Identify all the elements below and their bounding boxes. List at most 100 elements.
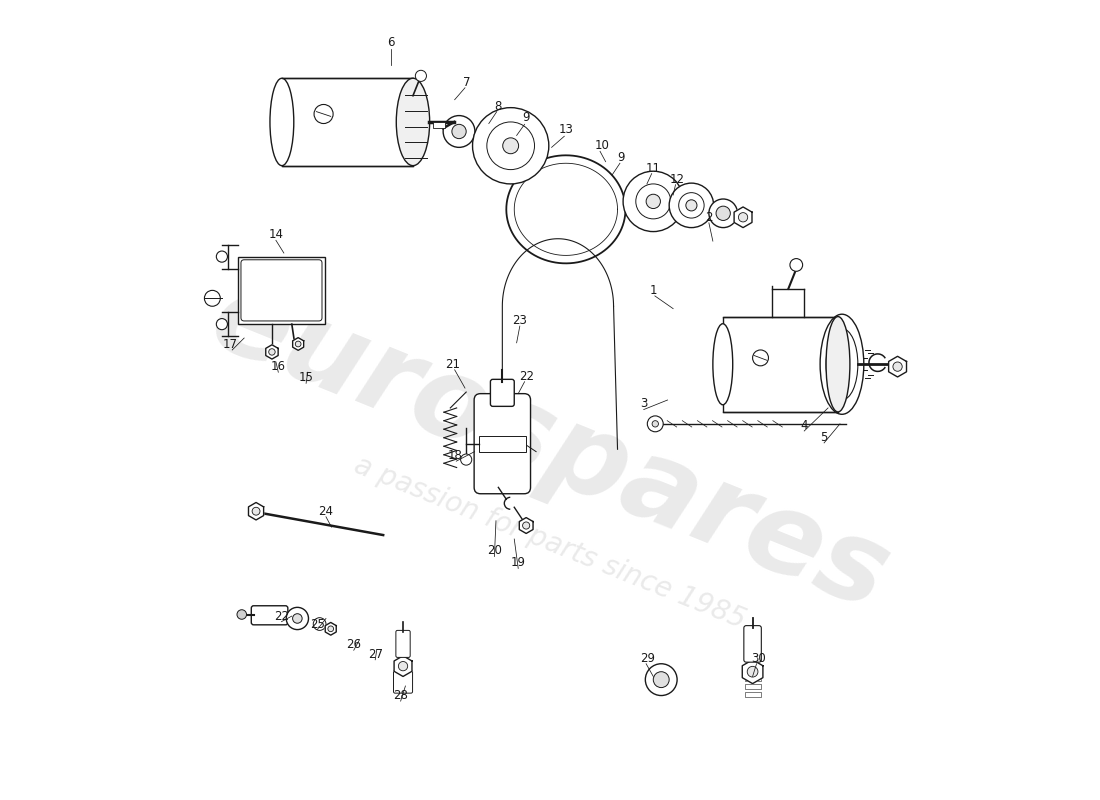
Text: 21: 21 xyxy=(446,358,461,370)
Text: 15: 15 xyxy=(299,371,314,384)
Circle shape xyxy=(328,626,333,632)
Bar xyxy=(432,122,444,128)
Text: 14: 14 xyxy=(268,228,284,242)
Circle shape xyxy=(252,507,260,515)
Text: 17: 17 xyxy=(223,338,238,351)
Text: 9: 9 xyxy=(522,111,530,125)
Text: 22: 22 xyxy=(519,370,534,382)
Circle shape xyxy=(461,454,472,465)
Text: 27: 27 xyxy=(367,648,383,661)
Circle shape xyxy=(236,610,246,619)
Circle shape xyxy=(416,70,427,82)
Text: 30: 30 xyxy=(751,652,766,665)
Ellipse shape xyxy=(826,317,850,412)
Circle shape xyxy=(669,183,714,228)
FancyBboxPatch shape xyxy=(241,260,322,321)
FancyBboxPatch shape xyxy=(744,626,761,662)
Ellipse shape xyxy=(821,314,864,414)
Circle shape xyxy=(293,614,303,623)
Circle shape xyxy=(503,138,518,154)
Text: 25: 25 xyxy=(310,618,324,630)
Text: 10: 10 xyxy=(594,139,609,152)
FancyBboxPatch shape xyxy=(491,379,515,406)
Circle shape xyxy=(646,194,660,209)
Circle shape xyxy=(747,666,758,677)
Ellipse shape xyxy=(396,78,430,166)
Circle shape xyxy=(295,341,301,347)
Circle shape xyxy=(286,607,308,630)
FancyBboxPatch shape xyxy=(282,78,412,166)
Text: 13: 13 xyxy=(559,123,573,136)
Circle shape xyxy=(314,618,326,630)
Circle shape xyxy=(652,421,659,427)
Circle shape xyxy=(473,108,549,184)
Ellipse shape xyxy=(270,78,294,166)
Text: 20: 20 xyxy=(487,545,502,558)
FancyBboxPatch shape xyxy=(394,670,412,693)
Bar xyxy=(478,436,526,452)
Text: 28: 28 xyxy=(393,689,408,702)
Circle shape xyxy=(790,258,803,271)
Text: 16: 16 xyxy=(271,360,286,373)
Text: 5: 5 xyxy=(821,431,828,444)
Text: 29: 29 xyxy=(640,652,656,665)
Circle shape xyxy=(217,251,228,262)
Circle shape xyxy=(653,672,669,687)
Circle shape xyxy=(636,184,671,219)
Text: a passion for parts since 1985: a passion for parts since 1985 xyxy=(350,451,750,634)
Circle shape xyxy=(708,199,737,228)
Text: 19: 19 xyxy=(510,556,526,570)
Circle shape xyxy=(738,213,748,222)
FancyBboxPatch shape xyxy=(396,630,410,658)
Text: 18: 18 xyxy=(448,449,462,462)
Text: 12: 12 xyxy=(670,173,684,186)
Circle shape xyxy=(268,349,275,355)
Circle shape xyxy=(686,200,697,211)
Circle shape xyxy=(487,122,535,170)
Circle shape xyxy=(452,124,466,138)
Text: 26: 26 xyxy=(346,638,361,651)
Polygon shape xyxy=(394,656,412,677)
Polygon shape xyxy=(249,502,264,520)
Text: 8: 8 xyxy=(495,99,502,113)
Circle shape xyxy=(205,290,220,306)
Circle shape xyxy=(679,193,704,218)
Text: 6: 6 xyxy=(387,36,395,49)
Polygon shape xyxy=(266,345,278,359)
Bar xyxy=(745,684,760,689)
Bar xyxy=(745,691,760,697)
Text: 22: 22 xyxy=(274,610,289,622)
Circle shape xyxy=(893,362,902,371)
Bar xyxy=(238,257,326,324)
Text: 23: 23 xyxy=(513,314,527,327)
Circle shape xyxy=(315,105,333,123)
Polygon shape xyxy=(734,207,752,228)
Circle shape xyxy=(752,350,769,366)
Circle shape xyxy=(398,662,408,670)
Circle shape xyxy=(217,318,228,330)
Text: 3: 3 xyxy=(640,398,648,410)
Ellipse shape xyxy=(826,329,858,400)
Polygon shape xyxy=(293,338,304,350)
Polygon shape xyxy=(519,518,534,534)
Circle shape xyxy=(647,416,663,432)
Ellipse shape xyxy=(713,324,733,405)
FancyBboxPatch shape xyxy=(723,317,838,412)
Circle shape xyxy=(443,115,475,147)
Text: 2: 2 xyxy=(705,210,713,224)
FancyBboxPatch shape xyxy=(474,394,530,494)
Text: 1: 1 xyxy=(649,284,657,297)
FancyBboxPatch shape xyxy=(251,606,288,625)
Circle shape xyxy=(716,206,730,221)
Text: 24: 24 xyxy=(319,505,333,518)
Polygon shape xyxy=(326,622,337,635)
Text: eurospares: eurospares xyxy=(196,262,904,634)
Text: 7: 7 xyxy=(463,76,471,89)
Polygon shape xyxy=(742,660,763,684)
Text: 11: 11 xyxy=(646,162,661,174)
Text: 4: 4 xyxy=(801,419,808,432)
Polygon shape xyxy=(889,356,906,377)
Circle shape xyxy=(646,664,678,695)
Circle shape xyxy=(522,522,530,529)
Bar xyxy=(745,668,760,674)
